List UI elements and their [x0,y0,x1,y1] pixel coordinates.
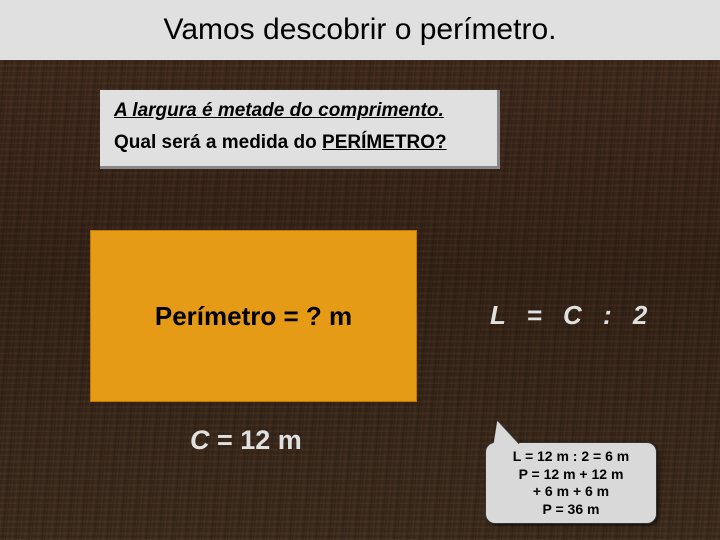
callout-line-1: L = 12 m : 2 = 6 m [513,448,629,466]
perimeter-label: Perímetro = ? m [155,301,352,332]
slide: Vamos descobrir o perímetro. A largura é… [0,0,720,540]
solution-callout: L = 12 m : 2 = 6 m P = 12 m + 12 m + 6 m… [485,442,657,524]
callout-tail [489,418,518,447]
header-bar: Vamos descobrir o perímetro. [0,0,720,60]
c-var: C [190,425,210,455]
formula-text: L = C : 2 [490,300,654,330]
info-box: A largura é metade do comprimento. Qual … [100,90,500,169]
c-equals-label: C = 12 m [190,425,302,456]
info-line-2-emph: PERÍMETRO? [322,132,447,153]
formula-l-c: L = C : 2 [490,300,654,331]
info-line-2: Qual será a medida do PERÍMETRO? [114,132,483,154]
callout-line-3: + 6 m + 6 m [533,483,609,501]
callout-line-2: P = 12 m + 12 m [519,466,624,484]
callout-line-4: P = 36 m [543,501,600,519]
info-line-1: A largura é metade do comprimento. [114,100,483,122]
c-rest: = 12 m [210,425,302,455]
perimeter-question-box: Perímetro = ? m [90,230,417,402]
info-line-2-prefix: Qual será a medida do [114,132,322,153]
page-title: Vamos descobrir o perímetro. [164,13,557,47]
